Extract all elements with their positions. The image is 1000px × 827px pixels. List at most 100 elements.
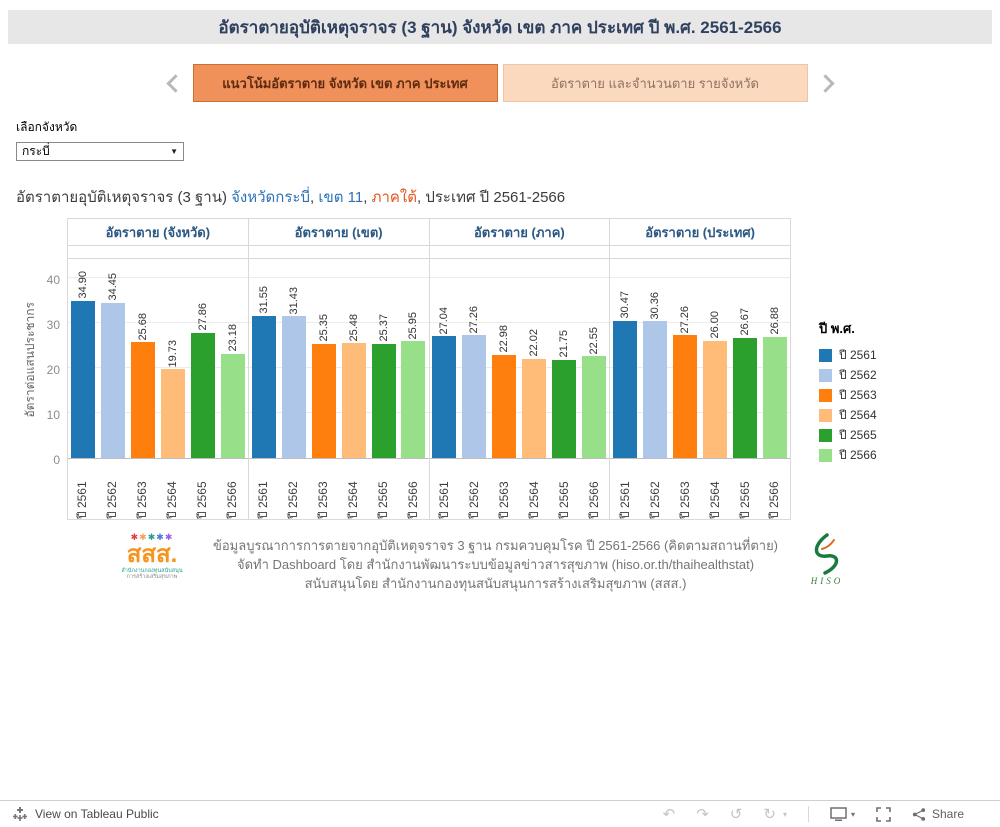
bar[interactable] — [492, 354, 517, 458]
bar[interactable] — [733, 337, 758, 458]
bar[interactable] — [311, 343, 336, 458]
bar[interactable] — [100, 302, 125, 458]
revert-icon[interactable]: ↺ — [729, 805, 743, 823]
bar-value-label: 26.67 — [739, 308, 752, 336]
bar-value-label: 22.98 — [498, 324, 511, 353]
x-axis-label: ปี 2563 — [316, 481, 331, 519]
bar-chart: อัตราต่อแสนประชากร 0 10 20 30 40 อัตราตาย (จ… — [16, 218, 1000, 520]
x-axis-label: ปี 2565 — [737, 481, 752, 519]
province-filter-label: เลือกจังหวัด — [16, 120, 78, 134]
share-button[interactable]: Share — [912, 807, 964, 822]
bar-value-label: 23.18 — [226, 324, 239, 352]
legend-item[interactable]: ปี 2566 — [819, 445, 877, 465]
bar-value-label: 25.35 — [317, 314, 330, 342]
footer: ✱✱✱✱✱ สสส. สำนักงานกองทุนสนับสนุน การสร้… — [0, 532, 1000, 593]
bar[interactable] — [190, 332, 215, 458]
tab-label: อัตราตาย และจำนวนตาย รายจังหวัด — [551, 75, 759, 91]
fullscreen-icon[interactable] — [876, 806, 891, 822]
bar[interactable] — [401, 341, 426, 458]
panel-header: อัตราตาย (เขต) — [248, 219, 429, 246]
sss-logo-tagline2: การสร้างเสริมสุขภาพ — [126, 574, 178, 580]
region-link[interactable]: ภาคใต้ — [371, 189, 417, 206]
gridline — [248, 276, 429, 278]
legend-item[interactable]: ปี 2565 — [819, 425, 877, 445]
gridline — [429, 276, 610, 278]
x-axis-label: ปี 2564 — [346, 481, 361, 519]
legend-item[interactable]: ปี 2561 — [819, 345, 877, 365]
bar[interactable] — [160, 369, 185, 458]
subtitle-text: , — [363, 189, 372, 206]
province-link[interactable]: จังหวัดกระบี่ — [231, 189, 311, 206]
gridline — [610, 411, 790, 413]
zone-link[interactable]: เขต 11 — [318, 189, 364, 206]
chart-panel: อัตราตาย (เขต) 31.55 31.43 25.35 25.48 25.37 2… — [248, 219, 430, 519]
x-axis-label: ปี 2561 — [436, 481, 451, 519]
monitor-icon — [830, 806, 847, 821]
bar[interactable] — [462, 335, 487, 458]
x-axis-label: ปี 2564 — [165, 481, 180, 519]
page-title: อัตราตายอุบัติเหตุจราจร (3 ฐาน) จังหวัด … — [218, 17, 782, 37]
bar-value-label: 26.88 — [768, 307, 781, 335]
tab-rates-by-province[interactable]: อัตราตาย และจำนวนตาย รายจังหวัด — [502, 64, 808, 102]
redo-icon[interactable]: ↷ — [696, 805, 709, 823]
x-axis-labels: ปี 2561 ปี 2562 ปี 2563 ปี 2564 ปี 2565 ปี 25… — [430, 459, 610, 519]
bar-value-label: 22.02 — [528, 329, 541, 357]
undo-icon[interactable]: ↶ — [662, 805, 676, 823]
bar[interactable] — [281, 316, 306, 458]
bar[interactable] — [552, 360, 577, 458]
bar[interactable] — [582, 356, 607, 458]
x-axis-label: ปี 2565 — [556, 481, 571, 519]
y-axis-tick-label: 0 — [53, 453, 60, 467]
device-menu-caret-icon: ▾ — [850, 809, 855, 819]
bar[interactable] — [70, 300, 95, 458]
legend-item[interactable]: ปี 2562 — [819, 365, 877, 385]
tableau-attribution[interactable]: View on Tableau Public — [12, 806, 159, 822]
province-filter: เลือกจังหวัด กระบี่ ▼ — [16, 118, 1000, 161]
bar-value-label: 25.68 — [136, 312, 149, 341]
y-axis-tick-label: 10 — [46, 407, 60, 422]
chevron-left-icon — [165, 73, 185, 93]
legend-swatch — [819, 448, 832, 462]
bar-value-label: 25.95 — [407, 311, 420, 340]
province-dropdown-value: กระบี่ — [22, 144, 50, 158]
legend-item[interactable]: ปี 2564 — [819, 405, 877, 425]
bar[interactable] — [371, 343, 396, 458]
bar[interactable] — [762, 336, 787, 458]
bar[interactable] — [673, 335, 698, 458]
device-preview-button[interactable]: ▾ — [830, 806, 855, 822]
bar[interactable] — [341, 343, 366, 458]
bar-value-label: 26.00 — [709, 311, 722, 339]
footer-line: จัดทำ Dashboard โดย สำนักงานพัฒนาระบบข้อ… — [236, 557, 755, 572]
bar-value-label: 19.73 — [166, 339, 179, 368]
tableau-logo-icon — [13, 807, 27, 821]
bar[interactable] — [251, 315, 276, 458]
bar[interactable] — [522, 358, 547, 458]
sss-figures-icon: ✱✱✱✱✱ — [130, 532, 174, 542]
bar[interactable] — [613, 320, 638, 458]
panel-plot: 31.55 31.43 25.35 25.48 25.37 25.95 — [248, 259, 429, 459]
panel-axis-band — [429, 246, 610, 259]
panel-header: อัตราตาย (จังหวัด) — [68, 219, 248, 246]
subtitle-text: อัตราตายอุบัติเหตุจราจร (3 ฐาน) — [16, 189, 232, 206]
bar[interactable] — [703, 340, 728, 458]
bar[interactable] — [130, 342, 155, 458]
legend: ปี พ.ศ. ปี 2561 ปี 2562 ปี 2563 ปี 2564 ปี 2… — [819, 218, 877, 520]
y-axis-tick-label: 40 — [46, 272, 60, 287]
x-axis-labels: ปี 2561 ปี 2562 ปี 2563 ปี 2564 ปี 2565 ปี 25… — [68, 459, 248, 519]
tab-scroll-right-button[interactable] — [813, 71, 838, 96]
sss-logo: ✱✱✱✱✱ สสส. สำนักงานกองทุนสนับสนุน การสร้… — [117, 532, 187, 580]
legend-item[interactable]: ปี 2563 — [819, 385, 877, 405]
chart-subtitle: อัตราตายอุบัติเหตุจราจร (3 ฐาน) จังหวัดก… — [16, 185, 1000, 209]
tab-scroll-left-button[interactable] — [163, 71, 188, 96]
refresh-menu-caret-icon[interactable]: ▾ — [782, 809, 787, 819]
bar-value-label: 22.55 — [588, 326, 601, 355]
refresh-icon[interactable]: ↻ — [763, 805, 776, 823]
chart-panels: อัตราตาย (จังหวัด) 34.90 34.45 25.68 19.73 27… — [67, 218, 791, 520]
bar[interactable] — [220, 353, 245, 458]
subtitle-text: , — [310, 189, 319, 206]
tab-trend-rates[interactable]: แนวโน้มอัตราตาย จังหวัด เขต ภาค ประเทศ — [192, 64, 498, 102]
bar[interactable] — [432, 336, 457, 458]
province-dropdown[interactable]: กระบี่ ▼ — [16, 142, 184, 161]
gridline — [68, 366, 248, 368]
bar[interactable] — [643, 321, 668, 458]
